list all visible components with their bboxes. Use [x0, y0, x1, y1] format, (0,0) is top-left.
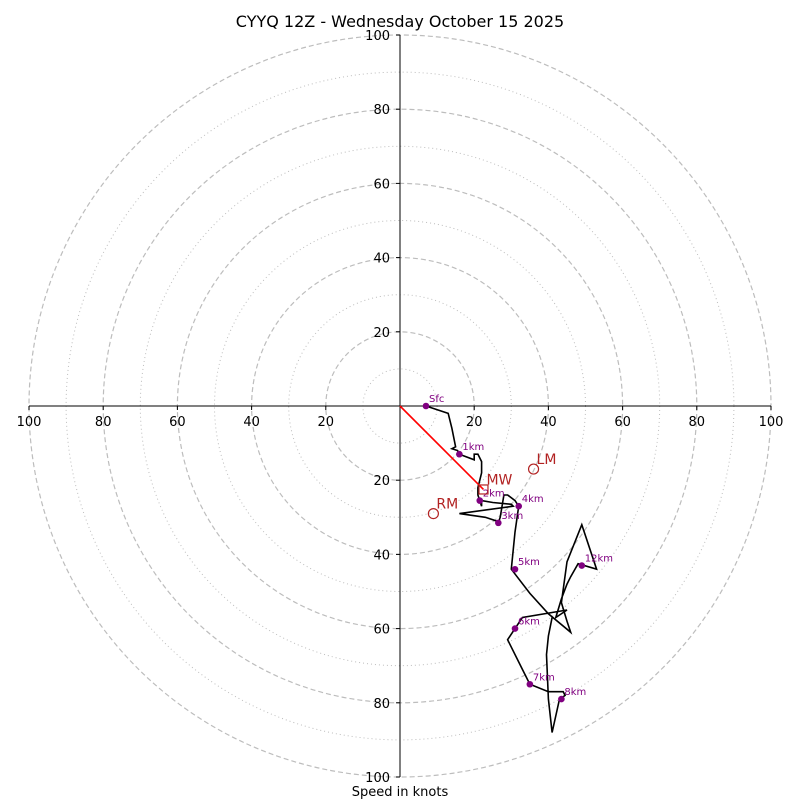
x-tick-label-right-60: 60 — [614, 415, 631, 430]
height-marker-2km — [476, 497, 484, 504]
height-marker-12km — [578, 562, 586, 569]
height-label-8km: 8km — [564, 687, 586, 698]
y-tick-label-top-60: 60 — [373, 177, 390, 192]
y-tick-label-top-80: 80 — [373, 103, 390, 118]
storm-motion-marker-LM — [527, 463, 540, 475]
storm-motion-marker-MW — [478, 484, 489, 495]
x-tick-label-left-40: 40 — [243, 415, 260, 430]
wind-trace — [425, 405, 598, 733]
height-marker-3km — [495, 519, 502, 527]
height-marker-4km — [515, 502, 523, 510]
x-tick-label-right-40: 40 — [540, 415, 557, 430]
height-marker-7km — [526, 680, 534, 688]
storm-motion-marker-RM — [427, 507, 439, 520]
height-marker-8km — [558, 695, 565, 703]
height-label-3km: 3km — [501, 511, 523, 522]
height-marker-1km — [456, 450, 463, 458]
y-tick-label-top-20: 20 — [373, 326, 390, 341]
height-label-5km: 5km — [518, 557, 540, 568]
y-tick-label-bottom-100: 100 — [365, 771, 390, 786]
y-tick-label-top-40: 40 — [373, 252, 390, 267]
height-label-1km: 1km — [462, 442, 484, 453]
height-marker-5km — [511, 565, 519, 573]
x-tick-label-left-60: 60 — [169, 415, 186, 430]
x-tick-label-left-100: 100 — [17, 415, 42, 430]
x-tick-label-right-20: 20 — [466, 415, 483, 430]
x-tick-label-right-100: 100 — [759, 415, 784, 430]
height-label-6km: 6km — [518, 617, 540, 628]
x-tick-label-left-20: 20 — [318, 415, 335, 430]
y-tick-label-top-100: 100 — [365, 29, 390, 44]
x-tick-label-left-80: 80 — [95, 415, 112, 430]
y-tick-label-bottom-80: 80 — [373, 697, 390, 712]
height-label-2km: 2km — [483, 489, 505, 500]
height-label-Sfc: Sfc — [429, 394, 444, 405]
storm-motion-label-RM: RM — [436, 497, 458, 513]
y-tick-label-bottom-20: 20 — [373, 474, 390, 489]
height-label-4km: 4km — [522, 494, 544, 505]
height-marker-6km — [511, 625, 519, 632]
height-marker-Sfc — [422, 402, 430, 410]
hodograph-trace-line — [425, 405, 598, 733]
storm-motion-label-MW: MW — [486, 472, 512, 488]
tick-labels: 20 20 20 20 40 40 40 40 60 60 60 60 80 80 80 80 100 100 10… — [17, 29, 784, 786]
chart-title: CYYQ 12Z - Wednesday October 15 2025 — [236, 12, 564, 31]
y-tick-label-bottom-60: 60 — [373, 623, 390, 638]
mean-wind-vector — [399, 405, 485, 491]
x-tick-label-right-80: 80 — [689, 415, 706, 430]
x-axis-label: Speed in knots — [352, 785, 449, 800]
height-label-7km: 7km — [533, 672, 555, 683]
height-markers: Sfc 1km 2km 3km 4km 5km 6km 7km 8km 12km — [422, 394, 613, 703]
storm-motion: LM MW RM — [399, 405, 557, 520]
storm-motion-label-LM: LM — [537, 452, 557, 468]
y-tick-label-bottom-40: 40 — [373, 548, 390, 563]
height-label-12km: 12km — [585, 554, 613, 565]
